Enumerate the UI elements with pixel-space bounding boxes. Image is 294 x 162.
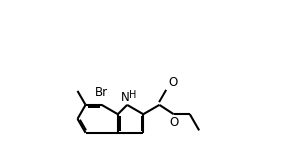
Text: O: O xyxy=(169,76,178,89)
Text: O: O xyxy=(169,116,178,128)
Text: Br: Br xyxy=(95,86,108,99)
Text: N: N xyxy=(121,91,130,104)
Text: H: H xyxy=(129,90,137,100)
